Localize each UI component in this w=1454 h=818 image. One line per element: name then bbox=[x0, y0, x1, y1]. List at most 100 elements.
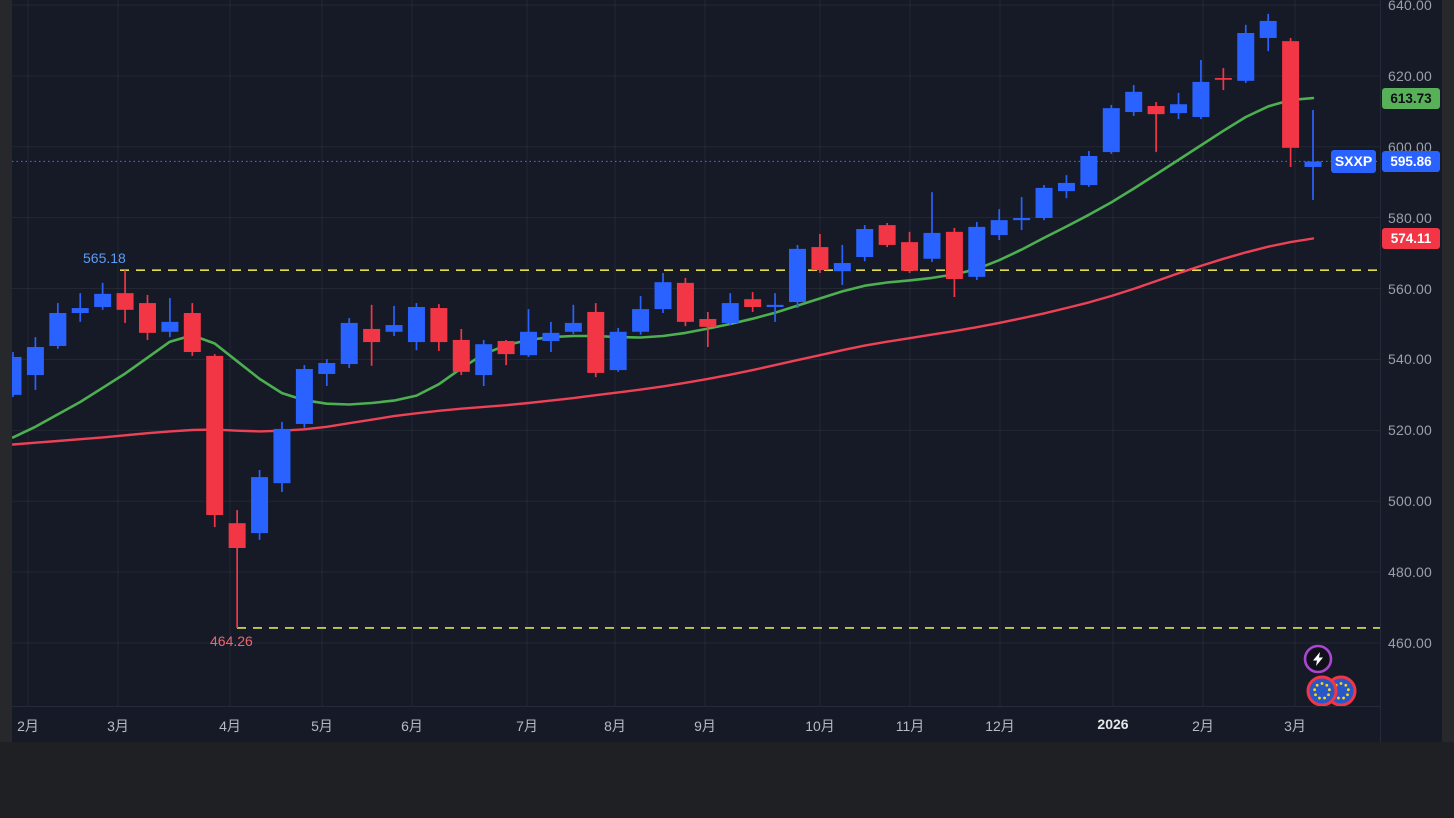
candle-body-up bbox=[1170, 104, 1188, 114]
eu-flag-event[interactable] bbox=[1306, 675, 1338, 706]
candle-body-down bbox=[945, 231, 963, 279]
candle-body-down bbox=[138, 303, 156, 333]
candle-body-down bbox=[811, 247, 829, 271]
price-tick-label: 540.00 bbox=[1388, 351, 1433, 368]
price-tick-label: 500.00 bbox=[1388, 493, 1433, 510]
price-tick-label: 640.00 bbox=[1388, 0, 1433, 13]
candle-body-up bbox=[923, 232, 941, 259]
last-price-badge: 595.86 bbox=[1382, 150, 1440, 172]
candle-body-up bbox=[340, 322, 358, 365]
candle-body-down bbox=[744, 299, 762, 307]
candle-body-up bbox=[632, 309, 650, 332]
candle-body-up bbox=[542, 332, 560, 342]
candle-body-down bbox=[1214, 78, 1232, 80]
candle-body-up bbox=[1237, 32, 1255, 81]
price-tick-label: 620.00 bbox=[1388, 67, 1433, 84]
level-price-label: 565.18 bbox=[83, 250, 126, 267]
time-tick-label: 8月 bbox=[604, 718, 626, 734]
candle-body-up bbox=[1125, 91, 1143, 113]
time-tick-label: 12月 bbox=[985, 718, 1015, 734]
candle-body-up bbox=[475, 344, 493, 376]
candle-body-up bbox=[1080, 155, 1098, 186]
candle-body-up bbox=[94, 293, 112, 307]
time-tick-label: 6月 bbox=[401, 718, 423, 734]
candle-body-up bbox=[520, 331, 538, 356]
candle-body-up bbox=[968, 226, 986, 277]
candle-body-down bbox=[878, 225, 896, 245]
candle-body-up bbox=[721, 303, 739, 323]
time-tick-label: 3月 bbox=[107, 718, 129, 734]
candle-body-up bbox=[273, 428, 291, 484]
candle-body-down bbox=[452, 339, 470, 372]
candle-body-down bbox=[497, 341, 515, 355]
candle-body-up bbox=[564, 322, 582, 332]
candle-body-up bbox=[1013, 218, 1031, 221]
price-axis[interactable]: 640.00 620.00 600.00 580.00 560.00 540.00 520.… bbox=[1380, 0, 1443, 742]
candle-body-up bbox=[49, 313, 67, 346]
candle-body-down bbox=[1282, 41, 1300, 148]
candle-body-up bbox=[609, 331, 627, 371]
price-tick-label: 460.00 bbox=[1388, 634, 1433, 651]
candle-body-up bbox=[318, 362, 336, 374]
candle-body-down bbox=[116, 293, 134, 310]
candle-body-down bbox=[1147, 106, 1165, 115]
time-axis[interactable]: 2月 3月 4月 5月 6月 7月 8月 9月 10月 11月 12月 2026 2月 3月 bbox=[12, 706, 1380, 743]
candle-body-down bbox=[228, 523, 246, 548]
time-tick-label: 3月 bbox=[1284, 718, 1306, 734]
candle-body-down bbox=[676, 282, 694, 322]
time-tick-label: 5月 bbox=[311, 718, 333, 734]
price-tick-label: 580.00 bbox=[1388, 209, 1433, 226]
symbol-badge: SXXP bbox=[1331, 149, 1376, 173]
candle-body-up bbox=[407, 306, 425, 343]
candle-body-up bbox=[1192, 81, 1210, 118]
candle-body-down bbox=[587, 311, 605, 373]
chart-widget: 565.18 464.26 SXXP 640.00 620.00 600.00 580.… bbox=[12, 0, 1442, 742]
time-tick-label: 9月 bbox=[694, 718, 716, 734]
candle-body-up bbox=[161, 321, 179, 332]
candle-body-up bbox=[1102, 108, 1120, 153]
economic-event-bolt[interactable] bbox=[1303, 644, 1333, 674]
ma-fast-value-badge: 613.73 bbox=[1382, 87, 1440, 109]
candle-body-down bbox=[901, 242, 919, 271]
time-tick-label: 11月 bbox=[895, 718, 925, 734]
candle-body-down bbox=[363, 328, 381, 343]
candle-body-up bbox=[1259, 20, 1277, 38]
time-tick-label: 2月 bbox=[1192, 718, 1214, 734]
candle-body-up bbox=[26, 347, 44, 376]
ma-slow-line bbox=[12, 237, 1315, 446]
candle-body-up bbox=[654, 282, 672, 310]
candle-body-up bbox=[856, 229, 874, 258]
candle-body-down bbox=[430, 308, 448, 343]
footer: TradingView bbox=[0, 742, 1454, 818]
candle-body-up bbox=[766, 304, 784, 307]
price-tick-label: 600.00 bbox=[1388, 138, 1433, 155]
time-tick-label: 2026 bbox=[1097, 716, 1129, 732]
price-tick-label: 520.00 bbox=[1388, 422, 1433, 439]
candle-body-up bbox=[1035, 187, 1053, 219]
candle-body-up bbox=[251, 477, 269, 534]
ma-slow-value-badge: 574.11 bbox=[1382, 228, 1440, 250]
candle-body-up bbox=[788, 248, 806, 303]
time-tick-label: 2月 bbox=[17, 718, 39, 734]
ma-fast-line bbox=[12, 96, 1315, 439]
chart-plot-area[interactable]: 565.18 464.26 SXXP bbox=[12, 0, 1380, 706]
time-tick-label: 4月 bbox=[219, 718, 241, 734]
candle-body-up bbox=[1304, 161, 1322, 167]
candle-body-up bbox=[71, 308, 89, 314]
candle-body-up bbox=[1057, 182, 1075, 192]
time-tick-label: 10月 bbox=[805, 718, 835, 734]
candle-body-down bbox=[699, 319, 717, 327]
candle-body-up bbox=[12, 356, 22, 395]
candle-body-up bbox=[295, 369, 313, 424]
price-tick-label: 480.00 bbox=[1388, 564, 1433, 581]
time-tick-label: 7月 bbox=[516, 718, 538, 734]
candle-body-up bbox=[990, 220, 1008, 236]
level-price-label: 464.26 bbox=[210, 632, 253, 649]
candle-body-up bbox=[385, 325, 403, 332]
candlestick-chart bbox=[12, 0, 1380, 706]
candle-body-down bbox=[183, 313, 201, 352]
candle-body-up bbox=[833, 263, 851, 272]
candle-body-down bbox=[206, 355, 224, 516]
price-tick-label: 560.00 bbox=[1388, 280, 1433, 297]
